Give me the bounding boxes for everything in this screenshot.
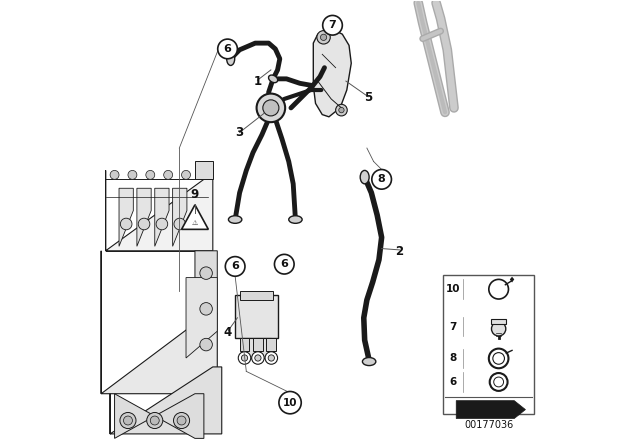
Ellipse shape — [228, 216, 242, 224]
Circle shape — [177, 416, 186, 425]
Circle shape — [339, 108, 344, 113]
Circle shape — [173, 413, 189, 429]
Ellipse shape — [360, 170, 369, 184]
Ellipse shape — [227, 52, 235, 65]
FancyBboxPatch shape — [443, 276, 534, 414]
Circle shape — [225, 257, 245, 276]
Circle shape — [372, 169, 392, 189]
Text: 10: 10 — [445, 284, 460, 294]
Text: 7: 7 — [449, 322, 456, 332]
Ellipse shape — [269, 75, 278, 82]
Text: 9: 9 — [190, 189, 198, 202]
Circle shape — [147, 413, 163, 429]
Circle shape — [489, 349, 508, 368]
Text: 6: 6 — [280, 259, 288, 269]
Polygon shape — [456, 401, 525, 418]
Circle shape — [110, 170, 119, 179]
Polygon shape — [266, 338, 276, 351]
Circle shape — [164, 170, 173, 179]
Circle shape — [492, 322, 506, 336]
Circle shape — [200, 267, 212, 280]
Polygon shape — [173, 188, 187, 246]
Polygon shape — [239, 338, 250, 351]
Text: 2: 2 — [396, 245, 404, 258]
Polygon shape — [314, 30, 351, 117]
Text: 00177036: 00177036 — [464, 420, 513, 430]
Circle shape — [255, 355, 261, 361]
Text: 6: 6 — [223, 44, 232, 54]
Circle shape — [128, 170, 137, 179]
Circle shape — [241, 355, 248, 361]
Circle shape — [120, 218, 132, 230]
Polygon shape — [137, 188, 151, 246]
Circle shape — [489, 280, 508, 299]
Circle shape — [317, 30, 330, 44]
Circle shape — [252, 352, 264, 364]
Circle shape — [490, 373, 508, 391]
Circle shape — [263, 100, 279, 116]
Text: 7: 7 — [328, 20, 337, 30]
Text: 6: 6 — [449, 377, 456, 387]
Polygon shape — [106, 170, 213, 251]
Polygon shape — [155, 188, 169, 246]
Circle shape — [321, 34, 326, 40]
Polygon shape — [110, 367, 221, 434]
Circle shape — [279, 392, 301, 414]
Ellipse shape — [362, 358, 376, 366]
Circle shape — [156, 218, 168, 230]
Circle shape — [174, 218, 186, 230]
Polygon shape — [242, 338, 271, 358]
Circle shape — [257, 94, 285, 122]
Text: 4: 4 — [223, 326, 232, 339]
Polygon shape — [510, 277, 515, 283]
Text: 10: 10 — [283, 398, 298, 408]
Circle shape — [493, 353, 504, 364]
Text: 5: 5 — [364, 91, 372, 104]
Circle shape — [265, 352, 278, 364]
Polygon shape — [239, 291, 273, 300]
Circle shape — [124, 416, 132, 425]
Text: 6: 6 — [231, 262, 239, 271]
Text: 1: 1 — [253, 75, 262, 88]
Text: 3: 3 — [236, 126, 244, 139]
Circle shape — [323, 15, 342, 35]
Circle shape — [138, 218, 150, 230]
Polygon shape — [253, 338, 263, 351]
Polygon shape — [119, 188, 133, 246]
Circle shape — [238, 352, 251, 364]
Polygon shape — [235, 296, 278, 338]
Circle shape — [200, 338, 212, 351]
Polygon shape — [492, 319, 506, 324]
Polygon shape — [195, 251, 217, 336]
Circle shape — [182, 170, 191, 179]
Polygon shape — [101, 251, 217, 394]
Polygon shape — [182, 205, 209, 229]
Circle shape — [200, 302, 212, 315]
Circle shape — [150, 416, 159, 425]
Ellipse shape — [289, 216, 302, 224]
Circle shape — [335, 104, 348, 116]
Text: 8: 8 — [378, 174, 385, 184]
Circle shape — [120, 413, 136, 429]
Polygon shape — [195, 161, 213, 179]
Circle shape — [218, 39, 237, 59]
Text: ⚠: ⚠ — [192, 220, 198, 226]
Text: 8: 8 — [449, 353, 456, 363]
Polygon shape — [115, 394, 204, 439]
Circle shape — [493, 377, 504, 387]
Circle shape — [146, 170, 155, 179]
Circle shape — [275, 254, 294, 274]
Polygon shape — [186, 278, 217, 358]
Circle shape — [268, 355, 275, 361]
